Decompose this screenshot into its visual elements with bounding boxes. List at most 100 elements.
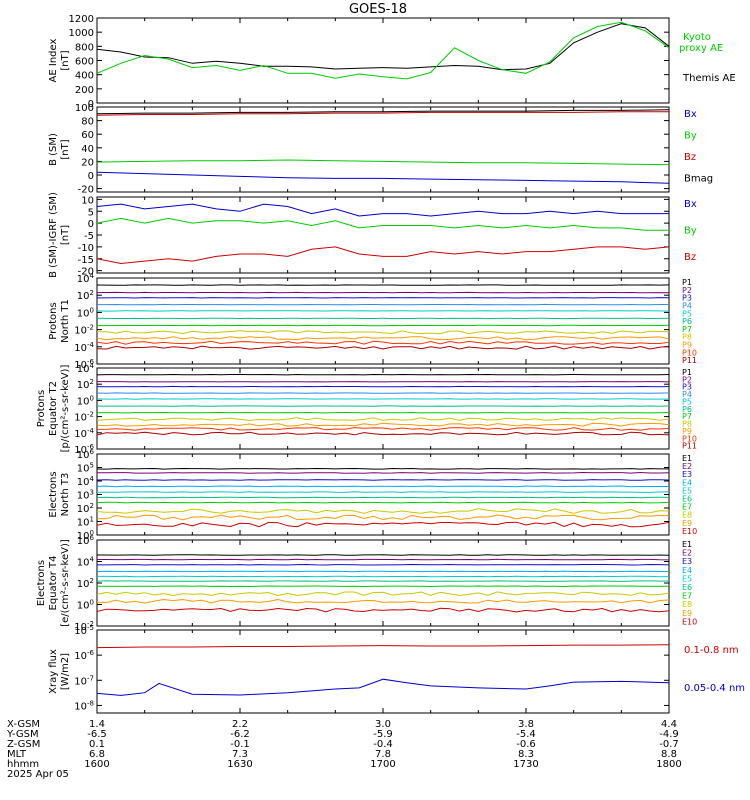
footer-row-label: Z-GSM xyxy=(7,739,40,750)
footer-row-label: Y-GSM xyxy=(6,729,39,740)
legend-entry: E2 xyxy=(682,549,692,558)
legend-entry: P9 xyxy=(682,341,692,350)
series-group xyxy=(97,109,669,184)
y-tick-label: 40 xyxy=(81,144,94,155)
y-tick-label: 100 xyxy=(75,103,94,114)
legend-entry: P10 xyxy=(682,348,697,357)
legend-entry: E6 xyxy=(682,583,692,592)
series-line-5 xyxy=(97,575,669,578)
y-tick-label: 102 xyxy=(77,502,94,515)
series-line-10 xyxy=(97,521,669,528)
y-tick-label: 10-2 xyxy=(74,324,94,337)
footer-value: 7.8 xyxy=(375,749,391,760)
series-group xyxy=(97,373,669,436)
footer-value: 4.4 xyxy=(661,719,677,730)
footer-value: -6.2 xyxy=(230,729,250,740)
legend-entry: P2 xyxy=(682,375,692,384)
legend-entry: E4 xyxy=(682,478,692,487)
legend-entry: E9 xyxy=(682,609,692,618)
y-axis-label: AE Index xyxy=(48,38,59,82)
series-line-10 xyxy=(97,607,669,613)
series-line-2 xyxy=(97,558,669,561)
legend-entry: E4 xyxy=(682,566,692,575)
series-line-7 xyxy=(97,585,669,588)
y-tick-label: 101 xyxy=(77,516,94,529)
footer-value: -6.5 xyxy=(87,729,107,740)
series-line-11 xyxy=(97,431,669,436)
y-tick-label: 0 xyxy=(88,219,94,230)
legend-entry: P7 xyxy=(682,325,692,334)
series-line-3 xyxy=(97,563,669,566)
y-tick-label: 10-6 xyxy=(74,358,94,371)
series-line-8 xyxy=(97,591,669,597)
legend-entry: By xyxy=(684,130,697,141)
y-tick-label: 104 xyxy=(77,475,95,488)
legend-entry: Bx xyxy=(684,109,697,120)
footer-value: 1630 xyxy=(227,759,252,770)
footer-value: 1800 xyxy=(656,759,681,770)
footer-value: 2.2 xyxy=(232,719,248,730)
legend-entry: E5 xyxy=(682,574,692,583)
panel-2: -20 0 20 40 60 80 100 B (SM) [nT] Bx By Bz Bmag xyxy=(48,103,713,196)
y-tick-label: 10-4 xyxy=(74,341,94,354)
y-tick-label: 400 xyxy=(75,71,94,82)
legend-entry: E5 xyxy=(682,486,692,495)
series-line-1 xyxy=(97,171,669,184)
legend: Bx By Bz xyxy=(684,199,697,263)
footer-value: -0.1 xyxy=(230,739,250,750)
series-line-2 xyxy=(97,217,669,231)
panel-frame xyxy=(96,106,670,193)
y-axis-label: Electrons xyxy=(48,471,59,517)
series-line-8 xyxy=(97,330,669,335)
y-tick-label: 600 xyxy=(75,57,94,68)
series-line-9 xyxy=(97,598,669,604)
legend-entry: By xyxy=(684,225,697,236)
y-tick-label: 106 xyxy=(77,448,95,461)
series-line-1 xyxy=(97,467,669,470)
legend-entry: Kyoto xyxy=(683,32,711,43)
figure-title: GOES-18 xyxy=(349,2,407,17)
y-tick-label: 104 xyxy=(77,272,95,285)
y-tick-label: 200 xyxy=(75,85,94,96)
y-tick-label: 105 xyxy=(77,462,94,475)
footer-value: -5.9 xyxy=(373,729,393,740)
series-line-1 xyxy=(97,203,669,217)
y-tick-label: 60 xyxy=(81,130,94,141)
legend-entry: P5 xyxy=(682,397,692,406)
footer-value: 1600 xyxy=(84,759,109,770)
y-tick-label: 102 xyxy=(77,289,94,302)
y-tick-label: 106 xyxy=(77,534,95,547)
y-tick-label: 10-8 xyxy=(74,699,94,712)
series-line-8 xyxy=(97,417,669,421)
y-tick-label: 102 xyxy=(77,378,94,391)
legend-entry: E8 xyxy=(682,600,692,609)
y-axis-label: [W/m2] xyxy=(60,653,71,690)
series-group xyxy=(97,203,669,265)
footer-row-label: X-GSM xyxy=(7,719,40,730)
y-axis-label: Electrons xyxy=(36,560,47,606)
series-line-6 xyxy=(97,496,669,499)
panel-frame xyxy=(96,539,670,627)
legend-entry: Bz xyxy=(684,252,696,263)
y-axis-label: Protons xyxy=(48,302,59,339)
series-line-4 xyxy=(97,485,669,488)
legend-entry: E2 xyxy=(682,462,692,471)
legend-entry: Bmag xyxy=(684,173,713,184)
legend-entry: P3 xyxy=(682,383,692,392)
footer-value: 0.1 xyxy=(89,739,105,750)
footer-row-label: MLT xyxy=(7,749,27,760)
footer-value: 1700 xyxy=(370,759,395,770)
series-line-2 xyxy=(97,21,669,80)
legend-entry: E7 xyxy=(682,592,692,601)
y-axis-label: Protons xyxy=(36,390,47,427)
y-tick-label: -5 xyxy=(84,231,94,242)
legend-entry: E1 xyxy=(682,454,692,463)
y-tick-label: 10-4 xyxy=(74,427,94,440)
footer-value: 7.3 xyxy=(232,749,248,760)
